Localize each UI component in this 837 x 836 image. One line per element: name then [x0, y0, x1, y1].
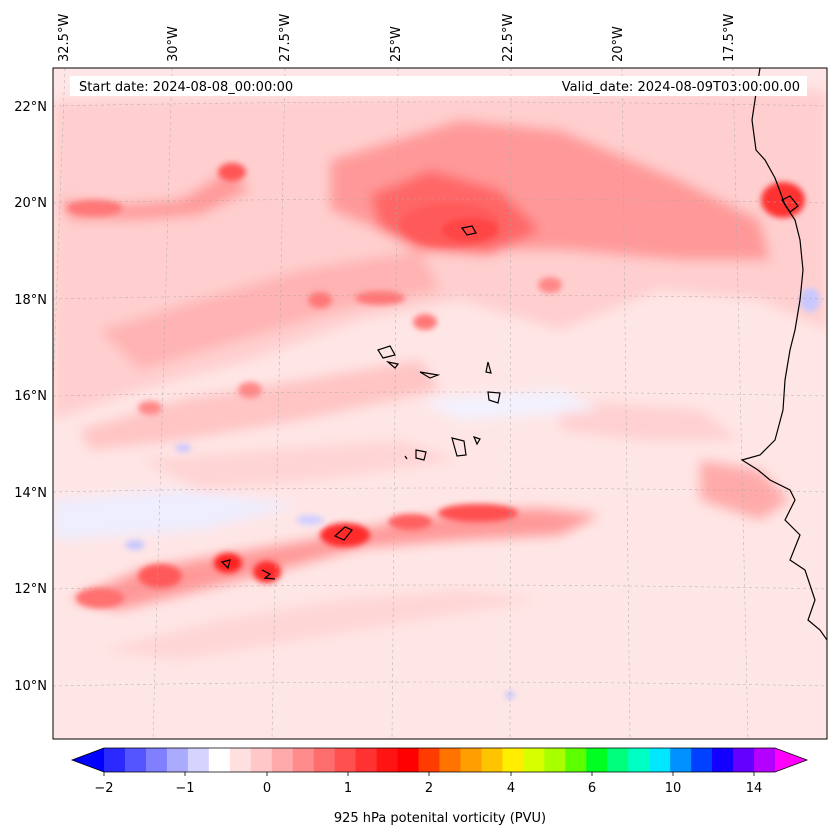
colorbar-cell [628, 748, 650, 772]
gridlines [53, 68, 827, 739]
pv-contour-d [261, 569, 276, 580]
pv-maxima [67, 163, 820, 699]
colorbar-cell [733, 748, 755, 772]
colorbar-tick-label: −2 [94, 781, 113, 796]
colorbar-cell [208, 748, 231, 772]
pv-contour-c [220, 559, 231, 570]
lon-label: 32.5°W [57, 14, 72, 62]
colorbar-tick-label: 1 [344, 781, 352, 796]
colorbar-extend-high [775, 748, 807, 772]
cape-verde-islands [377, 345, 501, 461]
colorbar-cell [649, 748, 671, 772]
colorbar-cell [754, 748, 776, 772]
colorbar-tick-label: 14 [746, 781, 763, 796]
colorbar-cells [104, 748, 776, 772]
colorbar-cell [544, 748, 566, 772]
colorbar-cell [523, 748, 545, 772]
colorbar-cell [502, 748, 524, 772]
lat-label: 10°N [14, 679, 47, 694]
colorbar-cell [334, 748, 357, 772]
colorbar-cell [187, 748, 210, 772]
colorbar-tick-label: 10 [665, 781, 682, 796]
colorbar-cell [355, 748, 378, 772]
map-frame [52, 67, 828, 740]
colorbar-cell [397, 748, 420, 772]
colorbar-cell [145, 748, 168, 772]
colorbar-tick-label: 4 [507, 781, 515, 796]
colorbar: −2 −1 0 1 2 4 6 10 14 925 hPa potenital … [70, 747, 809, 826]
date-banner [70, 76, 807, 96]
colorbar-cell [460, 748, 482, 772]
colorbar-outline [70, 747, 809, 773]
colorbar-cell [124, 748, 147, 772]
colorbar-cell [565, 748, 587, 772]
colorbar-cell [229, 748, 252, 772]
colorbar-ticks [103, 772, 755, 776]
lon-label: 25°W [389, 26, 404, 62]
africa-coast [740, 68, 827, 641]
colorbar-cell [271, 748, 294, 772]
map-panel: Start date: 2024-08-08_00:00:00 Valid_da… [53, 68, 827, 739]
pv-contour-a [460, 225, 477, 236]
colorbar-cell [670, 748, 692, 772]
colorbar-cell [439, 748, 461, 772]
lon-label: 27.5°W [278, 14, 293, 62]
colorbar-cell [104, 748, 126, 772]
colorbar-cell [607, 748, 629, 772]
coastlines [220, 68, 827, 641]
lat-labels: 22°N 20°N 18°N 16°N 14°N 12°N 10°N [14, 100, 47, 694]
lat-label: 20°N [14, 196, 47, 211]
colorbar-tick-label: −1 [175, 781, 194, 796]
lat-label: 18°N [14, 293, 47, 308]
colorbar-cell [376, 748, 399, 772]
colorbar-cell [250, 748, 273, 772]
pv-contour-b [333, 526, 353, 541]
lon-label: 30°W [166, 26, 181, 62]
start-date: Start date: 2024-08-08_00:00:00 [79, 80, 293, 95]
lat-label: 12°N [14, 582, 47, 597]
colorbar-cell [166, 748, 189, 772]
colorbar-cell [418, 748, 440, 772]
lon-label: 22.5°W [501, 14, 516, 62]
lon-label: 20°W [611, 26, 626, 62]
colorbar-tick-labels: −2 −1 0 1 2 4 6 10 14 [94, 781, 762, 796]
colorbar-tick-label: 0 [263, 781, 271, 796]
colorbar-cell [586, 748, 608, 772]
colorbar-extend-low [72, 748, 104, 772]
colorbar-cell [292, 748, 315, 772]
colorbar-label: 925 hPa potenital vorticity (PVU) [334, 811, 546, 826]
lon-labels: 32.5°W 30°W 27.5°W 25°W 22.5°W 20°W 17.5… [57, 14, 737, 62]
pv-contour-e [781, 195, 799, 213]
colorbar-cell [691, 748, 713, 772]
valid-date: Valid_date: 2024-08-09T03:00:00.00 [562, 80, 800, 95]
lat-label: 14°N [14, 486, 47, 501]
colorbar-tick-label: 6 [588, 781, 596, 796]
lon-label: 17.5°W [722, 14, 737, 62]
colorbar-cell [481, 748, 503, 772]
colorbar-cell [712, 748, 734, 772]
colorbar-cell [313, 748, 336, 772]
lat-label: 22°N [14, 100, 47, 115]
lat-label: 16°N [14, 389, 47, 404]
colorbar-tick-label: 2 [425, 781, 433, 796]
